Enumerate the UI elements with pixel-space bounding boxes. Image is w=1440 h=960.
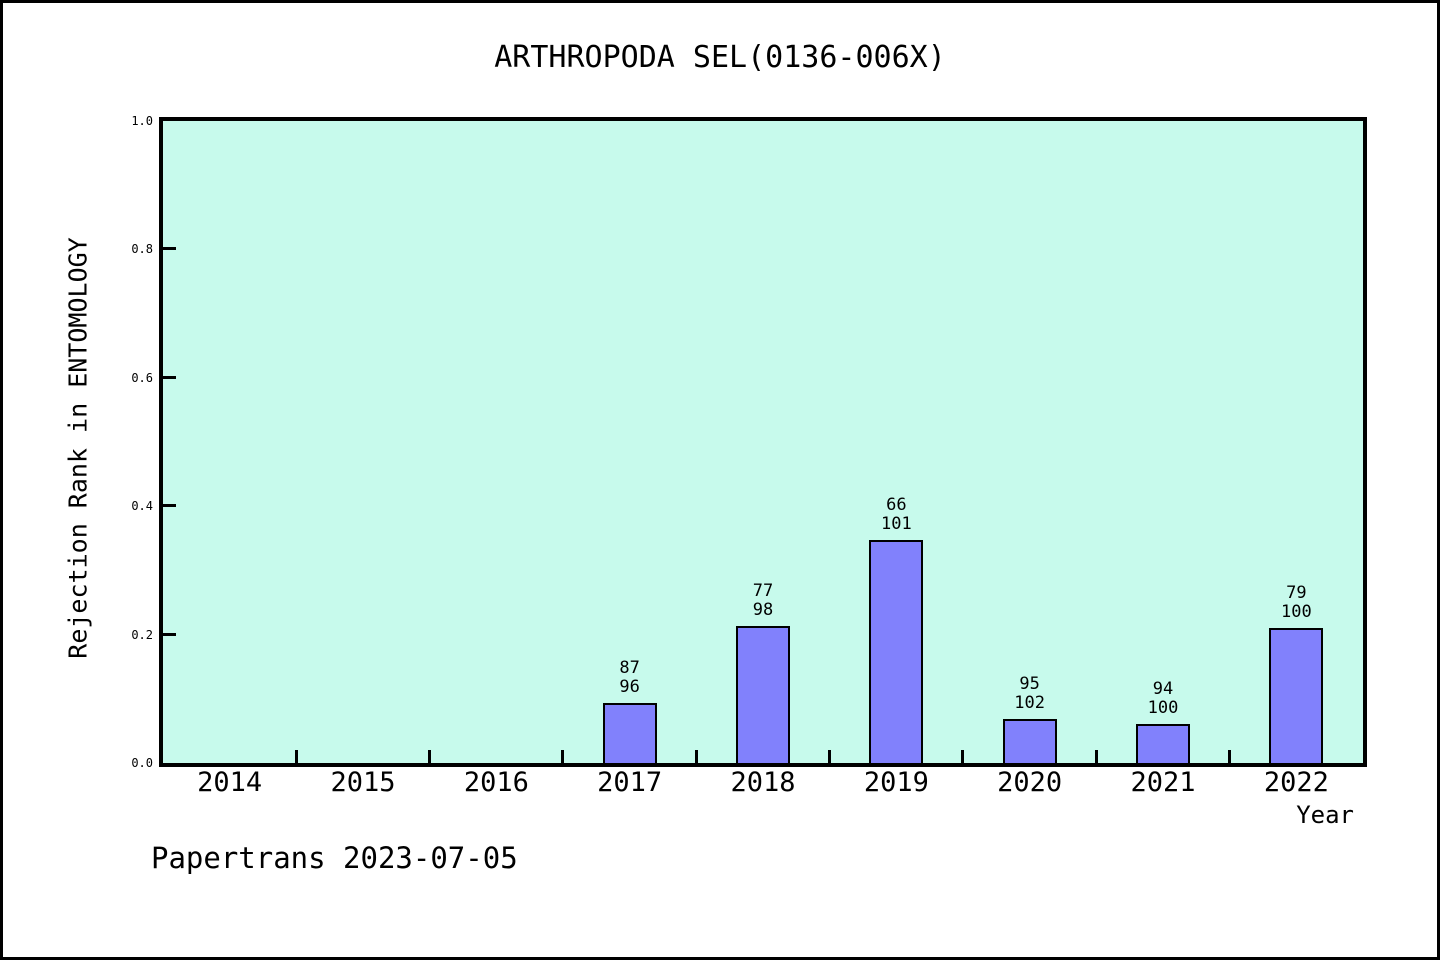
y-tick-label-0.6: 0.6 (131, 370, 153, 385)
x-tick-label-2015: 2015 (330, 767, 396, 798)
x-axis-tick (294, 750, 298, 763)
bar-2017 (602, 702, 657, 763)
x-tick-label-2016: 2016 (463, 767, 529, 798)
y-axis-tick (163, 375, 176, 379)
y-axis-tick-labels: 0.0 0.2 0.4 0.6 0.8 1.0 (3, 114, 153, 770)
y-axis-tick (163, 632, 176, 636)
bar-rank-value: 94 (1152, 679, 1174, 700)
y-tick-label-0.2: 0.2 (131, 627, 153, 642)
bar-total-value: 100 (1147, 698, 1179, 719)
x-axis-tick (1228, 750, 1232, 763)
bar-total-value: 101 (880, 514, 912, 535)
y-tick-label-0.4: 0.4 (131, 499, 153, 514)
x-tick-label-2018: 2018 (730, 767, 796, 798)
bar-total-value: 98 (752, 599, 774, 620)
bar-total-value: 100 (1280, 602, 1312, 623)
bar-2018 (736, 625, 790, 763)
bar-2021 (1136, 724, 1190, 763)
x-axis-tick (1094, 750, 1098, 763)
bar-rank-value: 79 (1286, 583, 1307, 604)
x-axis-tick (961, 750, 965, 763)
x-axis-tick (428, 750, 432, 763)
bar-2019 (869, 540, 924, 763)
bar-rank-value: 87 (619, 657, 640, 678)
bar-value-label-2022: 79 100 (1281, 584, 1312, 622)
bar-value-label-2017: 87 96 (619, 657, 640, 697)
bar-value-label-2018: 77 98 (752, 580, 774, 620)
footer-watermark: Papertrans 2023-07-05 (151, 841, 518, 875)
y-tick-label-0.8: 0.8 (131, 242, 153, 257)
y-tick-label-0.0: 0.0 (131, 756, 153, 770)
x-tick-label-2014: 2014 (197, 767, 263, 798)
x-axis-tick (561, 750, 565, 763)
bar-2022 (1269, 628, 1324, 763)
y-tick-label-1.0: 1.0 (131, 114, 153, 128)
plot-area: 87 96 77 98 66 101 95 102 94 100 79 100 (159, 117, 1367, 767)
bar-rank-value: 77 (752, 580, 774, 601)
y-axis-tick (163, 504, 176, 508)
x-tick-label-2022: 2022 (1263, 767, 1329, 798)
bar-value-label-2019: 66 101 (881, 496, 912, 534)
x-axis-tick-labels: 2014 2015 2016 2017 2018 2019 2020 2021 2022 (163, 767, 1363, 801)
x-tick-label-2021: 2021 (1130, 767, 1196, 798)
bar-total-value: 96 (619, 676, 640, 697)
x-tick-label-2020: 2020 (997, 767, 1063, 798)
bar-value-label-2020: 95 102 (1014, 673, 1046, 713)
bar-total-value: 102 (1014, 692, 1046, 713)
x-axis-tick (828, 750, 832, 763)
y-axis-tick (163, 247, 176, 251)
bar-rank-value: 95 (1019, 673, 1040, 694)
x-axis-label: Year (1296, 801, 1354, 829)
x-axis-tick (694, 750, 698, 763)
bar-value-label-2021: 94 100 (1148, 680, 1179, 718)
chart-title: ARTHROPODA SEL(0136-006X) (494, 40, 946, 75)
x-tick-label-2019: 2019 (863, 767, 929, 798)
bar-rank-value: 66 (886, 495, 907, 516)
x-tick-label-2017: 2017 (597, 767, 663, 798)
bar-2020 (1002, 718, 1057, 763)
